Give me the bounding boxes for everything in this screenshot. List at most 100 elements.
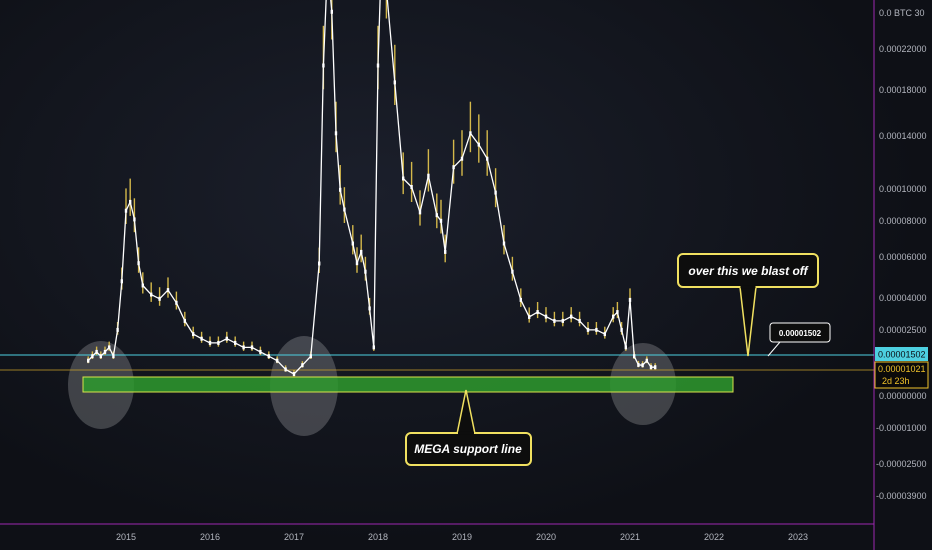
candle-body [301,363,304,368]
candle-body [175,300,178,305]
x-axis: 2015 2016 2017 2018 2019 2020 2021 2022 … [116,532,808,542]
candle-body [108,345,111,350]
candle-body [116,327,119,332]
candle-body [536,310,539,315]
candle-body [351,241,354,246]
countdown-label: 2d 23h [882,376,910,386]
y-tick: 0.00008000 [879,216,927,226]
y-tick: 0.00006000 [879,252,927,262]
x-tick: 2016 [200,532,220,542]
candle-body [616,310,619,315]
support-zone[interactable] [82,376,734,393]
y-tick: 0.00018000 [879,85,927,95]
candle-body [166,288,170,293]
y-tick: 0.00000000 [879,391,927,401]
price-tag-primary[interactable]: 0.00001502 [875,347,928,361]
candle-body [376,63,380,68]
x-tick: 2021 [620,532,640,542]
candle-body [528,314,531,319]
price-tag-current-bg [874,361,929,389]
candle-body [137,261,140,266]
y-tick: 0.00022000 [879,44,927,54]
support-callout-pointer [456,389,476,435]
y-tick: 0.00014000 [879,131,927,141]
candle-body [418,210,422,215]
level-box-pointer [767,341,781,357]
support-label: MEGA support line [414,442,522,456]
y-tick: 0.00004000 [879,293,927,303]
candle-body [217,340,220,345]
candle-body [150,292,153,297]
candle-body [586,327,590,332]
candle-body [330,9,333,14]
candle-body [561,318,564,323]
candle-body [645,358,648,363]
price-tag-current-label: 0.00001021 [878,364,926,374]
candle-body [620,327,623,332]
candle-body [460,156,464,161]
candle-body [99,354,102,359]
candle-body [544,314,548,319]
candle-body [402,176,405,181]
y-tick: -0.00003900 [876,491,927,501]
candle-body [208,340,212,345]
x-tick: 2015 [116,532,136,542]
x-tick: 2019 [452,532,472,542]
candle-body [133,217,136,222]
candle-body [435,213,438,218]
y-tick: 0.00010000 [879,184,927,194]
candle-body [570,314,573,319]
y-axis: 0.00022000 0.00018000 0.00014000 0.00010… [876,44,927,501]
candle-body [120,279,123,284]
candle-body [368,306,371,311]
candle-body [486,156,489,161]
candle-body [595,327,598,332]
price-tag-primary-bg [875,347,928,361]
candle-body [502,241,506,246]
x-tick: 2023 [788,532,808,542]
candle-body [292,372,296,376]
x-tick: 2017 [284,532,304,542]
candle-body [637,362,640,367]
candle-body [309,354,312,359]
candle-body [259,349,262,354]
x-tick: 2018 [368,532,388,542]
candle-body [141,283,144,288]
candle-body [452,165,455,170]
support-callout[interactable]: MEGA support line [405,389,532,466]
candle-body [129,199,132,204]
candle-body [87,358,90,363]
candle-body [267,354,270,359]
candle-body [343,207,346,212]
candle-body [242,345,245,350]
candle-body [393,80,396,85]
candle-body [410,185,413,189]
candle-body [641,363,644,368]
candle-body [91,354,94,359]
candle-body [477,142,480,147]
candle-body [158,296,161,301]
candle-body [276,358,279,363]
candle-body [649,365,653,370]
level-box[interactable]: 0.00001502 [767,322,831,357]
candle-body [444,249,447,254]
level-box-frame [769,322,831,343]
candle-body [355,261,359,266]
candle-body [284,367,287,372]
y-tick: 0.00002500 [879,325,927,335]
candle-body [612,314,615,319]
candle-body [192,332,195,337]
candle-body [103,349,107,354]
x-tick: 2020 [536,532,556,542]
candle-body [334,131,338,136]
candle-body [318,261,321,266]
candle-body [360,249,363,254]
candle-body [603,332,606,337]
blast-off-callout[interactable]: over this we blast off [677,253,819,357]
candle-body [469,131,472,136]
candle-body [628,297,632,302]
y-tick: -0.00001000 [876,423,927,433]
candle-body [578,318,581,323]
price-tag-current[interactable]: 0.00001021 2d 23h [874,361,929,389]
